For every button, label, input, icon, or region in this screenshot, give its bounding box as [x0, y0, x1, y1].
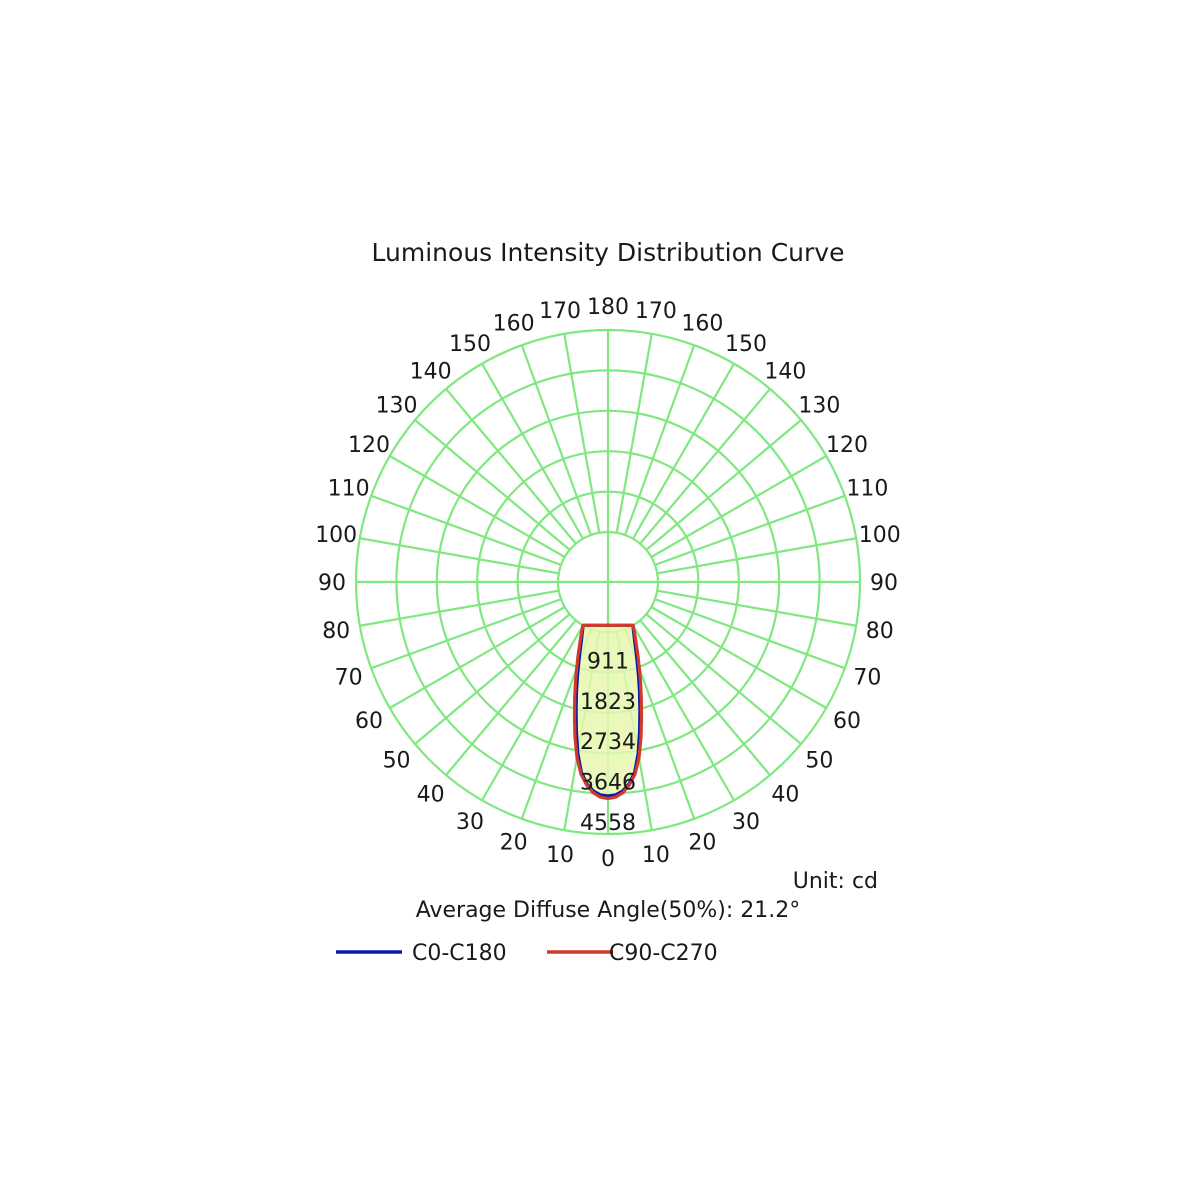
angle-label: 0	[601, 847, 615, 872]
angle-label: 120	[826, 433, 868, 458]
radial-tick-label: 2734	[580, 730, 636, 755]
grid-spoke	[654, 494, 846, 566]
angle-labels: 1801701601501401301201101009080706050403…	[315, 295, 901, 872]
grid-spoke	[414, 613, 571, 745]
angle-label: 160	[493, 312, 535, 337]
angle-label: 100	[859, 523, 901, 548]
grid-spoke	[624, 344, 696, 536]
chart-title: Luminous Intensity Distribution Curve	[372, 238, 845, 267]
grid-spoke	[389, 606, 566, 709]
angle-label: 100	[315, 523, 357, 548]
legend-entry: C90-C270	[609, 941, 718, 966]
grid-spoke	[639, 619, 771, 776]
series-curve-c90-c270	[572, 623, 644, 801]
radial-tick-label: 4558	[580, 811, 636, 836]
angle-label: 70	[853, 665, 881, 690]
angle-label: 110	[846, 477, 888, 502]
angle-label: 10	[546, 843, 574, 868]
radial-tick-label: 1823	[580, 690, 636, 715]
angle-label: 90	[318, 571, 346, 596]
unit-label: Unit: cd	[793, 869, 878, 894]
grid-spoke	[632, 624, 735, 801]
grid-spoke	[650, 455, 827, 558]
legend: C0-C180 C90-C270	[336, 941, 718, 966]
angle-label: 70	[335, 665, 363, 690]
angle-label: 20	[500, 830, 528, 855]
grid-spoke	[359, 537, 559, 575]
radial-tick-labels: 911 1823 2734 3646 4558	[580, 649, 636, 836]
angle-label: 10	[642, 843, 670, 868]
grid-spoke	[639, 388, 771, 545]
angle-label: 30	[732, 810, 760, 835]
angle-label: 130	[798, 394, 840, 419]
angle-label: 160	[681, 312, 723, 337]
grid-spoke	[359, 589, 559, 627]
average-diffuse-angle: Average Diffuse Angle(50%): 21.2°	[416, 898, 801, 923]
grid-spoke	[370, 494, 562, 566]
angle-label: 180	[587, 295, 629, 320]
grid-spoke	[632, 363, 735, 540]
angle-label: 20	[688, 830, 716, 855]
angle-label: 140	[764, 360, 806, 385]
angle-label: 140	[410, 360, 452, 385]
angle-label: 50	[805, 748, 833, 773]
grid-spoke	[370, 598, 562, 670]
series-layer	[572, 623, 644, 801]
grid-spoke	[445, 388, 577, 545]
angle-label: 80	[322, 619, 350, 644]
grid-spoke	[481, 624, 584, 801]
grid-spoke	[645, 419, 802, 551]
angle-label: 60	[355, 709, 383, 734]
legend-entry: C0-C180	[412, 941, 507, 966]
angle-label: 120	[348, 433, 390, 458]
grid-spoke	[650, 606, 827, 709]
angle-label: 50	[383, 748, 411, 773]
angle-label: 40	[771, 782, 799, 807]
beam-fill	[574, 625, 642, 799]
grid-spoke	[389, 455, 566, 558]
angle-label: 40	[417, 782, 445, 807]
grid-spoke	[563, 333, 601, 533]
grid-spoke	[481, 363, 584, 540]
grid-spoke	[657, 589, 857, 627]
angle-label: 150	[725, 332, 767, 357]
angle-label: 170	[539, 299, 581, 324]
angle-label: 170	[635, 299, 677, 324]
angle-label: 60	[833, 709, 861, 734]
angle-label: 30	[456, 810, 484, 835]
grid-spoke	[654, 598, 846, 670]
grid-spoke	[645, 613, 802, 745]
grid-spoke	[657, 537, 857, 575]
grid-spoke	[445, 619, 577, 776]
radial-tick-label: 3646	[580, 771, 636, 796]
angle-label: 130	[376, 394, 418, 419]
grid-spoke	[615, 333, 653, 533]
grid-spoke	[414, 419, 571, 551]
angle-label: 80	[866, 619, 894, 644]
angle-label: 110	[328, 477, 370, 502]
angle-label: 150	[449, 332, 491, 357]
radial-tick-label: 911	[587, 649, 629, 674]
angle-label: 90	[870, 571, 898, 596]
grid-spoke	[520, 344, 592, 536]
